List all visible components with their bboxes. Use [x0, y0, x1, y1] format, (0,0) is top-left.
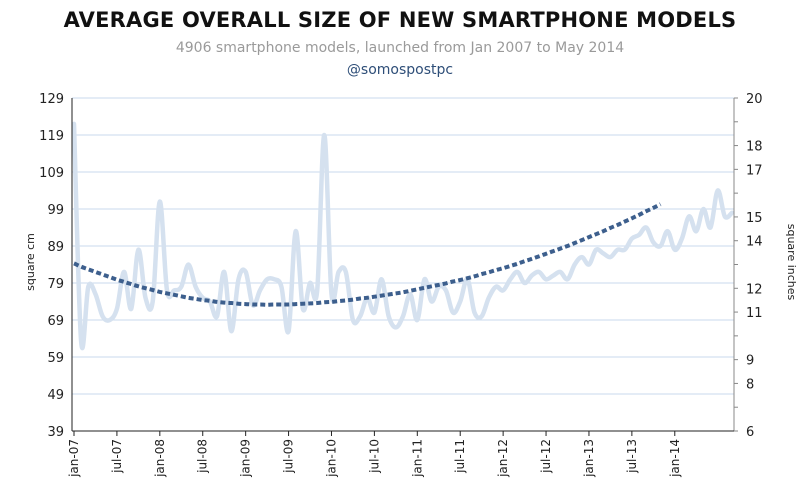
x-tick-label: jan-09 — [239, 439, 253, 478]
y-tick-right: 17 — [746, 163, 763, 178]
x-tick-label: jan-08 — [153, 439, 167, 478]
x-tick-label: jan-14 — [668, 439, 682, 478]
y-tick-right: 8 — [746, 377, 754, 392]
y-axis-left-ticks: 39 49 59 69 79 89 99 109 119 129 — [39, 92, 64, 440]
chart-subtitle: 4906 smartphone models, launched from Ja… — [175, 40, 625, 56]
y-tick-left: 99 — [47, 203, 64, 218]
x-tick-label: jul-10 — [367, 439, 381, 474]
y-tick-left: 89 — [47, 240, 64, 255]
x-tick-label: jul-11 — [453, 439, 467, 474]
y-tick-right: 18 — [746, 140, 763, 155]
y-tick-right: 14 — [746, 235, 763, 250]
y-tick-left: 69 — [47, 314, 64, 329]
y-tick-right: 15 — [746, 211, 763, 226]
y-tick-right: 6 — [746, 425, 754, 440]
y-tick-left: 119 — [39, 129, 64, 144]
x-tick-label: jul-08 — [196, 439, 210, 474]
axes — [71, 98, 735, 432]
twitter-handle[interactable]: @somospostpc — [346, 62, 454, 78]
x-tick-label: jan-07 — [67, 439, 81, 478]
x-tick-label: jul-07 — [110, 439, 124, 474]
x-tick-label: jul-13 — [625, 439, 639, 474]
y-tick-left: 79 — [47, 277, 64, 292]
y-tick-right: 11 — [746, 306, 763, 321]
gridlines — [72, 97, 734, 432]
y-axis-right-ticks: 6 8 9 11 12 14 15 17 18 20 — [734, 92, 763, 440]
x-tick-label: jan-12 — [496, 439, 510, 478]
average-size-line — [71, 121, 735, 351]
y-tick-left: 59 — [47, 351, 64, 366]
x-tick-label: jan-13 — [582, 439, 596, 478]
series-layer — [71, 121, 735, 351]
y-axis-left-label: square cm — [24, 233, 37, 291]
y-tick-right: 12 — [746, 282, 763, 297]
y-axis-right-label: square inches — [785, 224, 798, 301]
y-tick-left: 109 — [39, 166, 64, 181]
y-tick-left: 129 — [39, 92, 64, 107]
x-axis-ticks: jan-07 jul-07 jan-08 jul-08 jan-09 jul-09 jan-… — [67, 431, 682, 478]
chart-title: AVERAGE OVERALL SIZE OF NEW SMARTPHONE M… — [63, 8, 737, 32]
y-tick-left: 39 — [47, 425, 64, 440]
x-tick-label: jan-11 — [410, 439, 424, 478]
y-tick-left: 49 — [47, 388, 64, 403]
y-tick-right: 20 — [746, 92, 763, 107]
trend-line — [73, 202, 662, 307]
y-tick-right: 9 — [746, 354, 754, 369]
x-tick-label: jan-10 — [324, 439, 338, 478]
x-tick-label: jul-09 — [282, 439, 296, 474]
x-tick-label: jul-12 — [539, 439, 553, 474]
